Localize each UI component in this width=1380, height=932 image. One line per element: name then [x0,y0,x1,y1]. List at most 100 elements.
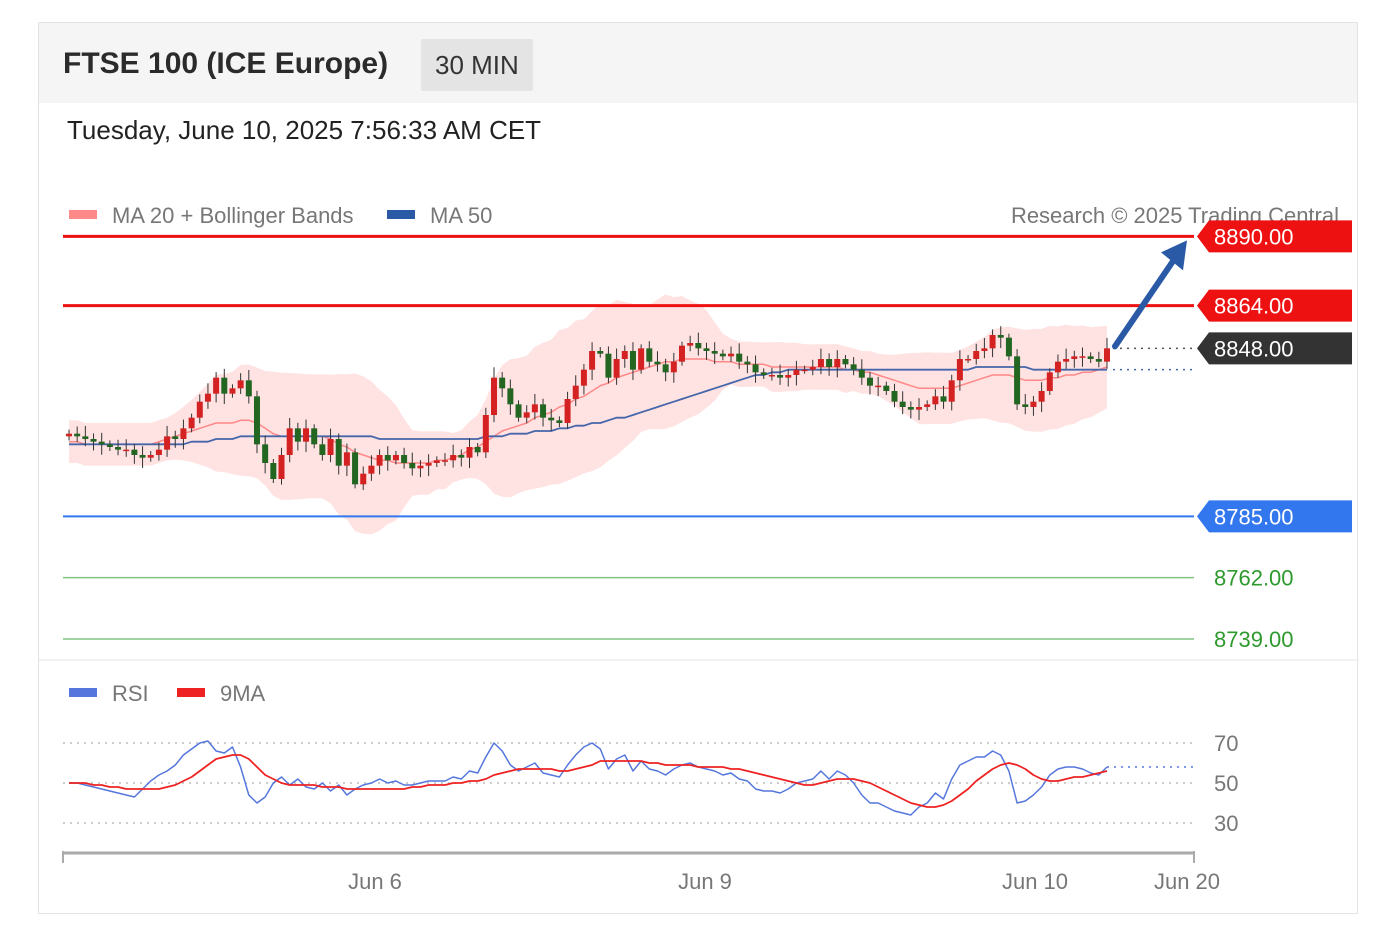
ma20-legend-label: MA 20 + Bollinger Bands [112,203,354,228]
candle [392,451,399,465]
candle [646,341,653,368]
candle [589,342,596,381]
candle [123,439,130,457]
candle-body [866,377,873,386]
candle [580,364,587,395]
candle [1005,333,1012,361]
candle-body [450,455,457,461]
candle-body [703,348,710,351]
candle [744,356,751,374]
candle [523,405,530,424]
candle-body [1030,401,1037,407]
candle [270,459,277,483]
candle-body [172,436,179,439]
candle [384,446,391,471]
candle-body [834,359,841,367]
candle [221,368,228,405]
candle-body [589,351,596,370]
candle [196,394,203,424]
candle-body [875,385,882,388]
candle [834,350,841,378]
candle-body [1054,361,1061,373]
timestamp: Tuesday, June 10, 2025 7:56:33 AM CET [67,115,542,145]
candle [441,453,448,466]
candle-body [1022,404,1029,407]
candle-body [360,473,367,485]
candle-body [392,455,399,461]
ma9-legend-label: 9MA [220,681,266,706]
candle-body [695,343,702,349]
chart-svg: MA 20 + Bollinger Bands MA 50 Research ©… [39,203,1359,894]
candle [548,408,555,431]
candle [711,342,718,365]
x-tick-label: Jun 6 [348,869,402,894]
candle-body [188,417,195,429]
rsi-tick-label: 30 [1214,811,1238,836]
candle [335,433,342,475]
interval-badge[interactable]: 30 MIN [421,39,533,91]
x-tick-label: Jun 20 [1154,869,1220,894]
candle [564,391,571,429]
level-tag-shape [1197,220,1352,253]
candle [458,449,465,467]
candle [1079,347,1086,367]
candle [531,393,538,420]
candle-body [752,364,759,373]
candle [1022,393,1029,415]
candle-body [597,351,604,354]
candle-body [499,377,506,389]
candle-body [842,359,849,365]
candle [940,385,947,409]
candle [499,372,506,398]
candle [638,344,645,374]
rsi-tick-label: 50 [1214,771,1238,796]
candle-body [74,433,81,437]
candle-body [564,399,571,423]
candle-body [1079,356,1086,358]
candle [654,351,661,372]
candle-body [147,455,154,458]
chart-card: FTSE 100 (ICE Europe) 30 MIN Tuesday, Ju… [38,22,1359,914]
forecast-arrow-shaft [1112,249,1182,350]
candle-body [997,335,1004,338]
candle [703,342,710,360]
price-levels [63,234,1194,640]
candle [613,348,620,385]
rsi-panel: 70 50 30 [63,731,1238,836]
candle [482,407,489,458]
candle-body [883,385,890,391]
candle-body [229,388,236,394]
candle [1104,337,1110,369]
candle [115,439,122,456]
candle [82,425,89,447]
candle [74,426,81,442]
rsi-legend-swatch [69,688,97,697]
candle [147,451,154,462]
candle [294,422,301,451]
candle-body [531,404,538,413]
candle [924,400,931,411]
level-tags: 8890.00 8864.00 8848.00 8785.00 8762.00 8739.… [1197,220,1352,652]
candle [433,456,440,467]
candle [368,455,375,481]
candle-body [801,369,808,372]
candle-body [817,359,824,367]
ma50-legend-label: MA 50 [430,203,492,228]
candle [858,359,865,385]
candle [842,355,849,369]
bollinger-bands [69,294,1107,535]
candle-body [66,433,72,437]
candle [66,429,72,441]
candle-body [458,455,465,458]
candle-body [678,345,685,362]
candle [662,358,669,382]
candle-body [482,415,489,453]
candle [327,428,334,463]
rsi-legend-label: RSI [112,681,149,706]
candle [1071,350,1078,368]
candle-body [605,353,612,378]
candle [1046,368,1053,395]
candle-body [1104,348,1110,362]
candle-body [98,441,105,445]
candle-body [1038,391,1045,402]
